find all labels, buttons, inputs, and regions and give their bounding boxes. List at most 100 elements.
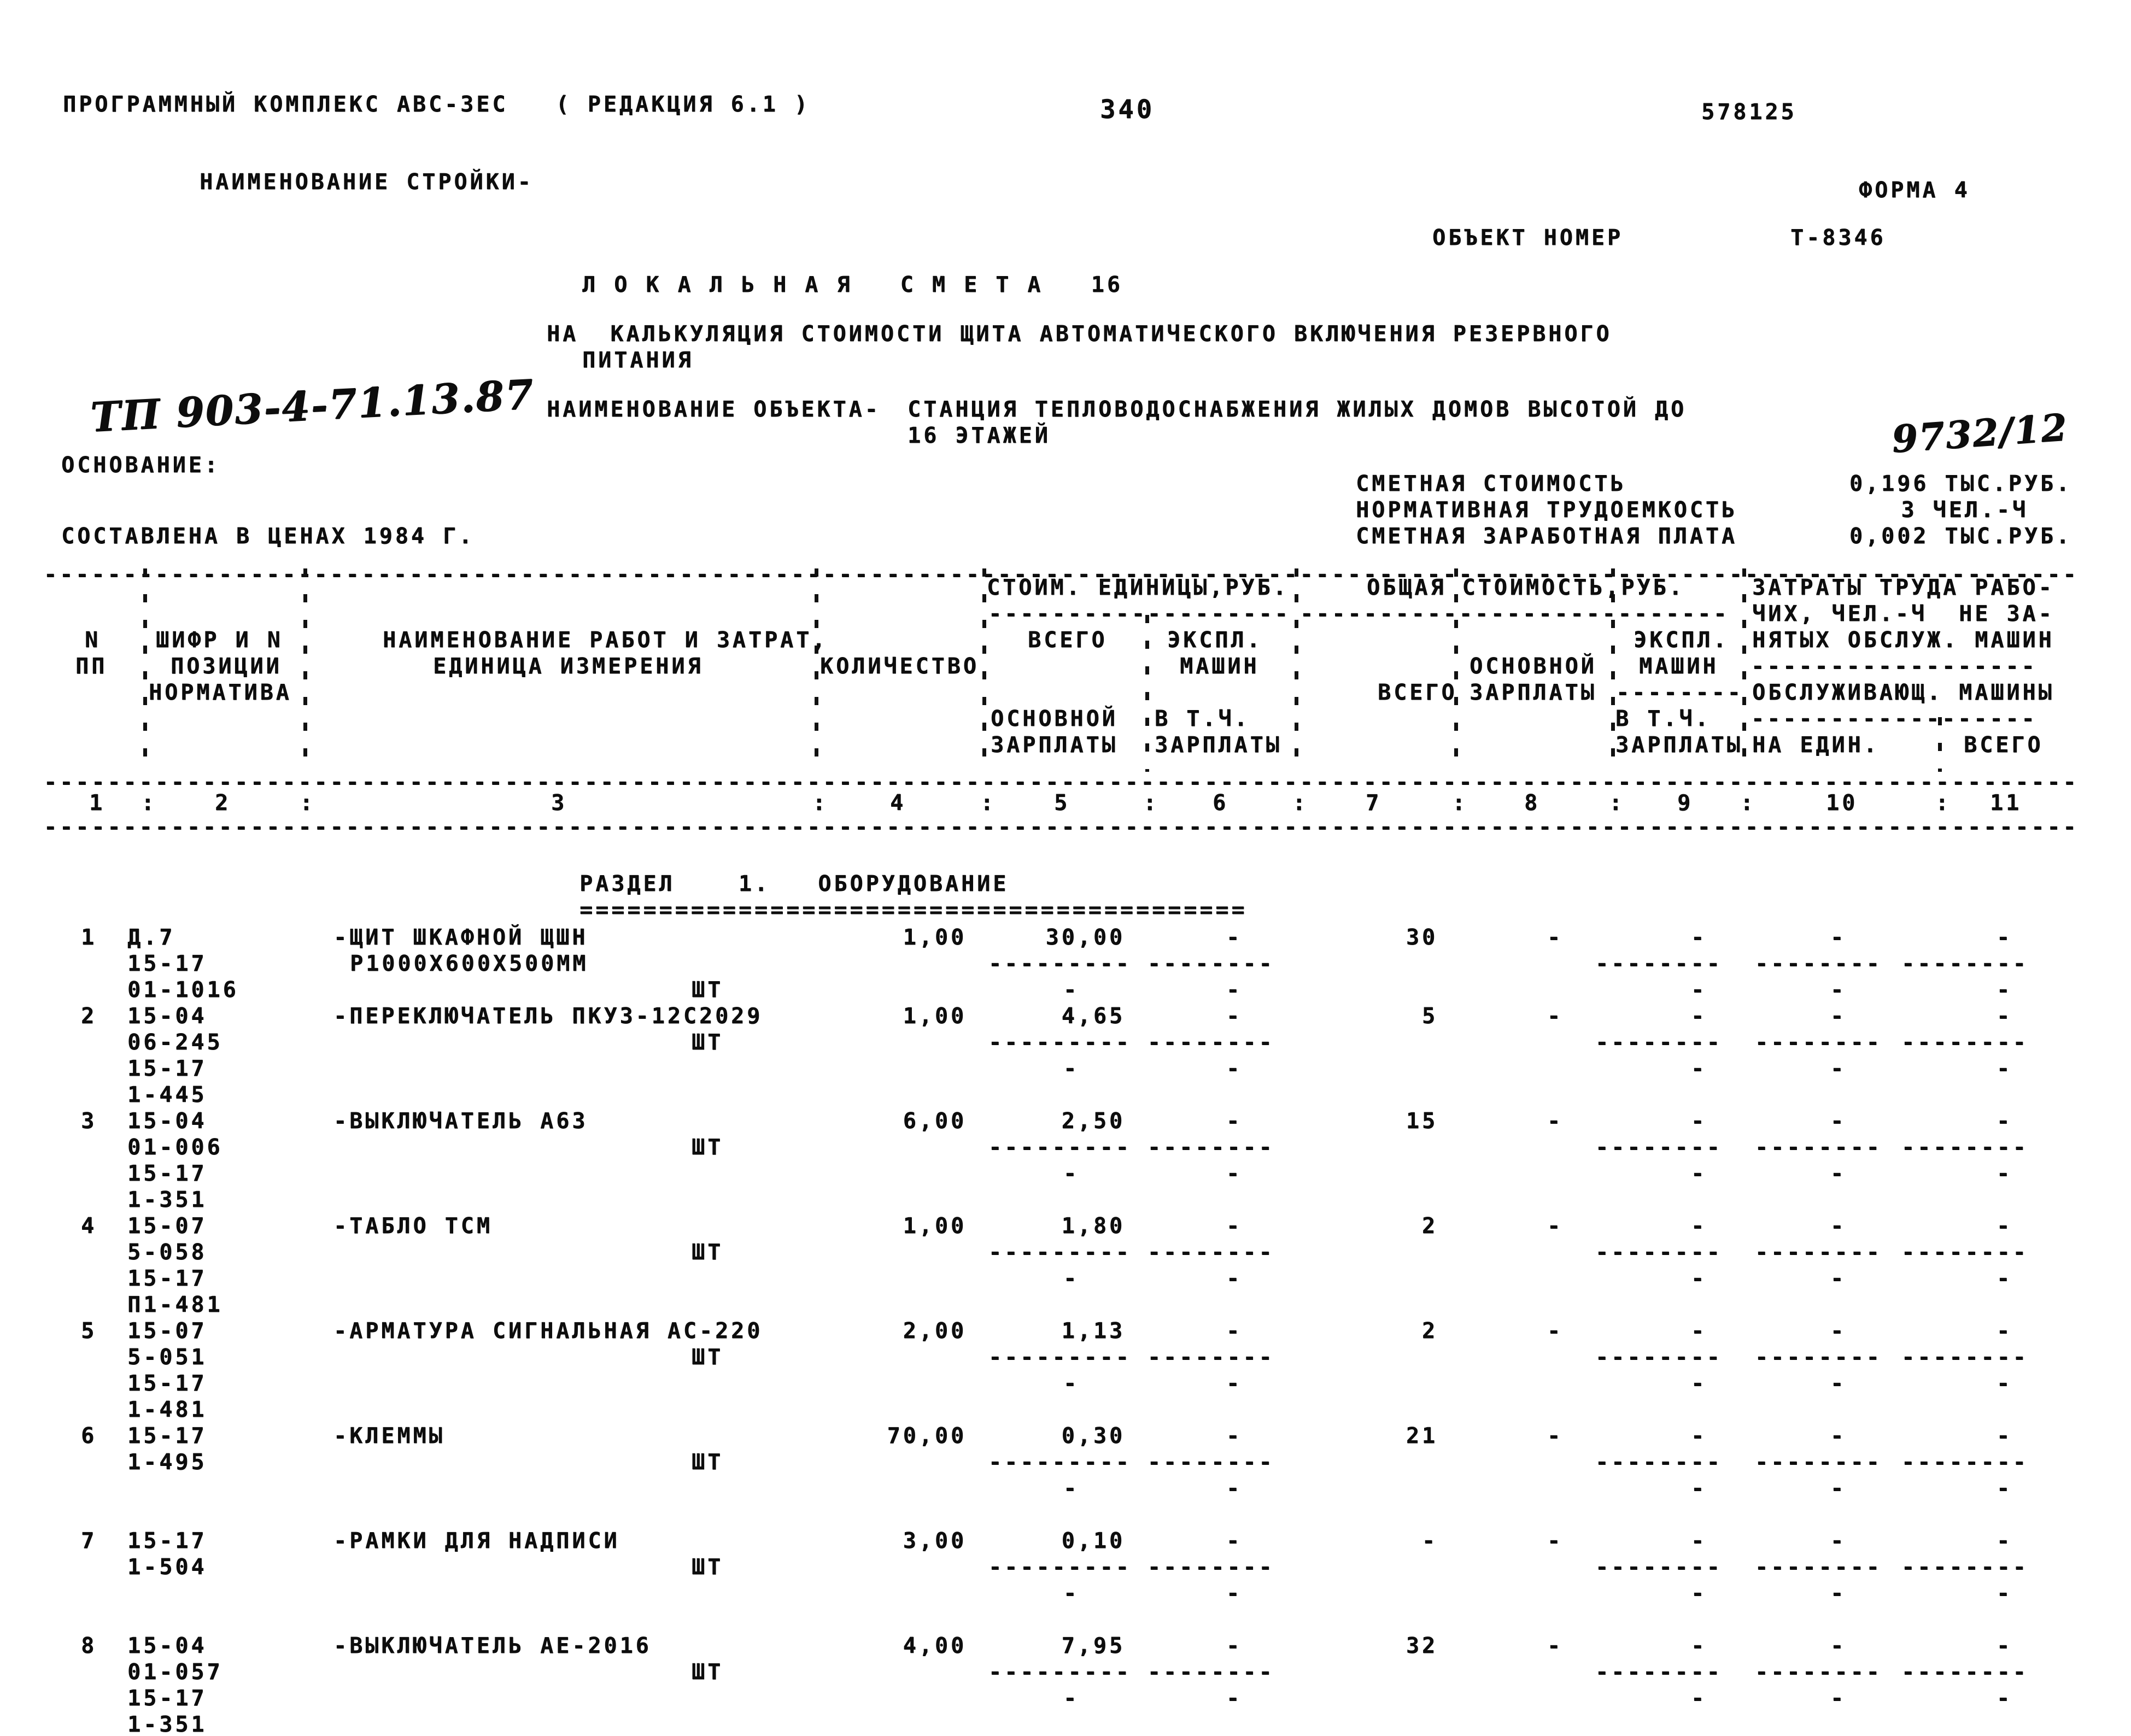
column-number: 3 (551, 790, 567, 816)
summary-cost-value: 0,196 ТЫС.РУБ. (1849, 471, 2072, 496)
row-dash10: - (1830, 977, 1847, 1002)
row-sep-c11: -------- (1901, 1450, 2029, 1475)
row-total-cost: 21 (1406, 1423, 1438, 1448)
row-code: 5-051 (127, 1345, 207, 1370)
row-dash6: - (1226, 1266, 1243, 1291)
header-cell: НАИМЕНОВАНИЕ РАБОТ И ЗАТРАТ, (383, 627, 828, 653)
column-number-colon-2: : (812, 790, 829, 816)
row-dash10: - (1830, 1686, 1847, 1711)
row-dash10: - (1830, 1476, 1847, 1501)
row-sep-cost: --------- -------- (988, 1659, 1275, 1685)
row-unit-cost-mach: - (1226, 925, 1243, 950)
rule-dashed-7: ------------------ (1751, 706, 2038, 731)
row-dash5: - (1063, 1161, 1080, 1186)
column-number: 7 (1366, 790, 1382, 816)
row-sep-c11: -------- (1901, 1555, 2029, 1580)
row-sep-cost: --------- -------- (988, 1450, 1275, 1475)
column-number: 6 (1213, 790, 1229, 816)
row-code: П1-481 (127, 1292, 223, 1317)
row-col10-value: - (1830, 925, 1847, 950)
row-quantity: 2,00 (903, 1318, 967, 1344)
row-dash10: - (1830, 1371, 1847, 1396)
row-dash11: - (1997, 1056, 2013, 1081)
row-quantity: 70,00 (887, 1423, 967, 1448)
row-sep-c9: -------- (1595, 1240, 1723, 1265)
column-number-colon-9: : (1935, 790, 1952, 816)
row-name: -ВЫКЛЮЧАТЕЛЬ АЕ-2016 (333, 1633, 652, 1658)
row-quantity: 1,00 (903, 925, 967, 950)
row-unit-cost: 1,13 (1061, 1318, 1125, 1344)
row-col11-value: - (1997, 1633, 2013, 1658)
row-sep-c10: -------- (1755, 1135, 1882, 1160)
header-cell: N (85, 627, 101, 653)
row-code: 15-17 (127, 951, 207, 976)
row-code: 15-17 (127, 1266, 207, 1291)
column-number-colon-1: : (300, 790, 316, 816)
row-total-zp: - (1547, 1318, 1564, 1344)
basis-label: ОСНОВАНИЕ: (61, 453, 220, 478)
row-dash6: - (1226, 1056, 1243, 1081)
row-unit-cost: 4,65 (1061, 1004, 1125, 1029)
row-dash6: - (1226, 1371, 1243, 1396)
row-unit-cost-mach: - (1226, 1004, 1243, 1029)
row-sep-c10: -------- (1755, 1659, 1882, 1685)
row-code: 15-17 (127, 1423, 207, 1448)
row-number: 3 (81, 1109, 97, 1134)
row-sep-c9: -------- (1595, 1450, 1723, 1475)
header-cell: СТОИМ. ЕДИНИЦЫ,РУБ. (987, 575, 1289, 600)
header-cell: ВСЕГО (1028, 627, 1108, 653)
row-code: 15-17 (127, 1056, 207, 1081)
row-sep-c9: -------- (1595, 1659, 1723, 1685)
row-col10-value: - (1830, 1004, 1847, 1029)
header-cell: В Т.Ч. (1155, 706, 1250, 731)
row-total-zp: - (1547, 1213, 1564, 1239)
row-dash10: - (1830, 1266, 1847, 1291)
column-separator-4 (1295, 568, 1298, 772)
row-dash9: - (1691, 1686, 1707, 1711)
header-cell: ЧИХ, ЧЕЛ.-Ч НЕ ЗА- (1752, 601, 2054, 626)
row-sep-c11: -------- (1901, 1030, 2029, 1055)
row-dash9: - (1691, 1161, 1707, 1186)
row-col9-value: - (1691, 1528, 1707, 1553)
row-unit-cost: 7,95 (1061, 1633, 1125, 1658)
row-total-cost: 30 (1406, 925, 1438, 950)
row-code: 06-245 (127, 1030, 223, 1055)
row-sep-cost: --------- -------- (988, 1135, 1275, 1160)
row-sep-c11: -------- (1901, 1345, 2029, 1370)
form-label: ФОРМА 4 (1859, 178, 1970, 203)
rule-dashed-5: ------------------ (1751, 654, 2038, 679)
page-number: 340 (1100, 95, 1155, 125)
row-sep-c11: -------- (1901, 951, 2029, 976)
row-code: 1-351 (127, 1712, 207, 1736)
row-dash11: - (1997, 1476, 2013, 1501)
row-sep-c9: -------- (1595, 1030, 1723, 1055)
row-total-zp: - (1547, 1528, 1564, 1553)
row-unit-cost-mach: - (1226, 1213, 1243, 1239)
row-number: 1 (81, 925, 97, 950)
row-name: -ПЕРЕКЛЮЧАТЕЛЬ ПКУ3-12С2029 (333, 1004, 763, 1029)
column-number-colon-5: : (1292, 790, 1309, 816)
row-total-zp: - (1547, 925, 1564, 950)
row-total-cost: 2 (1421, 1318, 1438, 1344)
row-code: 15-17 (127, 1371, 207, 1396)
row-col10-value: - (1830, 1423, 1847, 1448)
column-number: 4 (890, 790, 906, 816)
row-unit: ШТ (692, 1345, 724, 1370)
row-sep-c10: -------- (1755, 1345, 1882, 1370)
row-name: -АРМАТУРА СИГНАЛЬНАЯ АС-220 (333, 1318, 763, 1344)
row-unit: ШТ (692, 1030, 724, 1055)
row-unit: ШТ (692, 1135, 724, 1160)
header-cell: НОРМАТИВА (149, 680, 292, 705)
row-dash9: - (1691, 1056, 1707, 1081)
header-cell: МАШИН (1639, 654, 1719, 679)
row-code: 5-058 (127, 1240, 207, 1265)
row-col10-value: - (1830, 1213, 1847, 1239)
row-col9-value: - (1691, 1109, 1707, 1134)
row-dash9: - (1691, 977, 1707, 1002)
row-dash5: - (1063, 1686, 1080, 1711)
row-dash6: - (1226, 1161, 1243, 1186)
row-col10-value: - (1830, 1318, 1847, 1344)
row-code: 1-495 (127, 1450, 207, 1475)
row-dash11: - (1997, 1371, 2013, 1396)
row-code: 1-351 (127, 1187, 207, 1212)
